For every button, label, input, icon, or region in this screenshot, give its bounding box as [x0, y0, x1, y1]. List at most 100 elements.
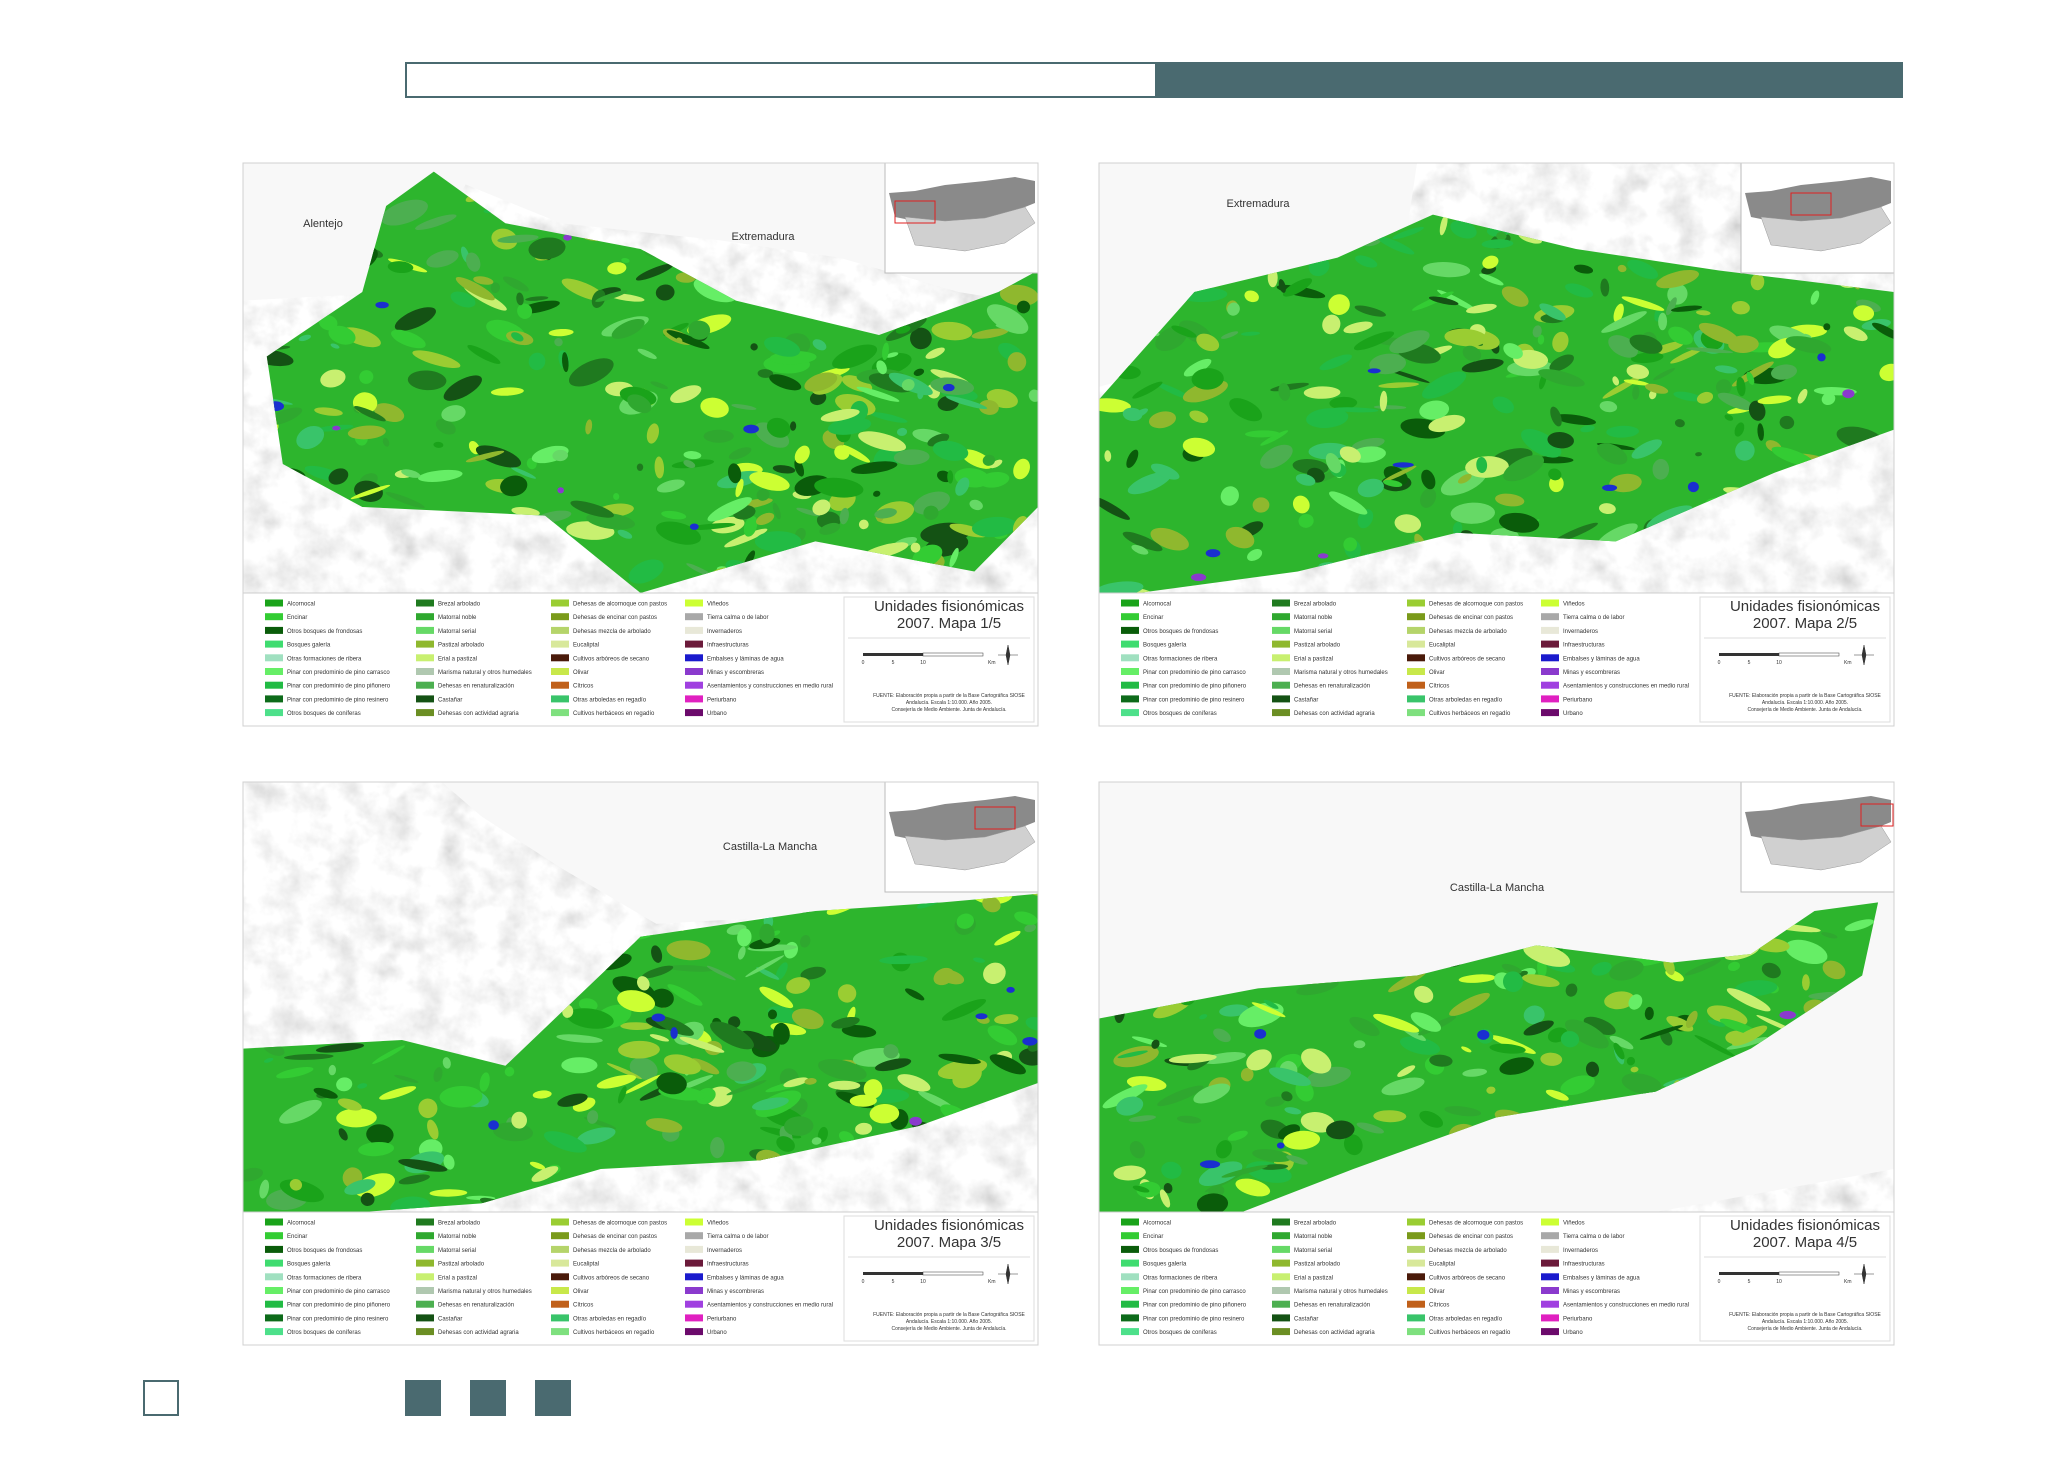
legend-swatch	[1407, 681, 1425, 689]
land-cover-patches	[266, 171, 1038, 593]
patch	[1545, 1089, 1569, 1101]
patch	[938, 969, 965, 985]
patch	[767, 1006, 800, 1023]
inset-extent	[1860, 803, 1894, 827]
patch	[360, 1192, 375, 1207]
patch	[1696, 391, 1714, 404]
legend-label: Olivar	[573, 670, 589, 676]
patch	[1771, 446, 1815, 467]
patch	[949, 547, 959, 568]
scale-bar	[922, 652, 984, 657]
patch	[775, 962, 788, 981]
scale-bar	[922, 1271, 984, 1276]
patch	[955, 477, 970, 496]
patch	[1802, 974, 1810, 991]
scale-label: 0	[1718, 660, 1721, 666]
legend-label: Dehesas en renaturalización	[438, 1303, 514, 1309]
patch	[606, 1063, 642, 1080]
patch	[1419, 400, 1450, 420]
legend-label: Otras formaciones de ribera	[1143, 656, 1218, 662]
patch	[1268, 1067, 1311, 1087]
header-field	[407, 64, 1155, 96]
panel-frame	[1098, 162, 1895, 727]
legend-label: Pastizal arbolado	[438, 643, 485, 649]
legend-swatch	[1121, 1218, 1139, 1226]
patch	[759, 923, 775, 944]
patch	[1155, 382, 1192, 400]
patch	[989, 1054, 1026, 1075]
patch	[1623, 379, 1650, 386]
patch	[1303, 386, 1341, 399]
legend-label: Alcornocal	[1143, 1221, 1171, 1227]
legend-swatch	[551, 1287, 569, 1294]
title-box	[843, 596, 1035, 723]
patch	[776, 1136, 795, 1152]
patch	[1356, 1122, 1385, 1134]
legend-label: Otras arboledas en regadío	[573, 1316, 647, 1322]
legend-swatch	[1272, 695, 1290, 703]
map-title: Unidades fisionómicas	[874, 598, 1024, 615]
patch	[1696, 310, 1711, 316]
legend-swatch	[416, 626, 434, 634]
legend-swatch	[685, 1314, 703, 1322]
north-arrow	[998, 1263, 1018, 1285]
legend-label: Pinar con predominio de pino carrasco	[287, 1289, 390, 1295]
patch	[1428, 296, 1459, 306]
patch	[983, 962, 1006, 984]
patch	[1128, 1115, 1157, 1122]
patch	[1263, 999, 1279, 1009]
patch	[517, 303, 533, 319]
legend-swatch	[1407, 640, 1425, 648]
patch	[876, 360, 887, 375]
legend-swatch	[416, 709, 434, 717]
legend-swatch	[1272, 1314, 1290, 1322]
patch	[800, 966, 826, 980]
patch	[314, 407, 343, 416]
patch	[1306, 408, 1349, 429]
scale-label: Km	[988, 1279, 996, 1285]
patch	[1378, 382, 1420, 388]
patch	[1565, 1019, 1609, 1049]
patch	[279, 1099, 322, 1124]
legend-swatch	[416, 1314, 434, 1322]
legend-label: Bosques galería	[1143, 643, 1187, 649]
title-box	[1699, 596, 1891, 723]
legend-label: Matorral serial	[438, 629, 476, 635]
legend-swatch	[1407, 1287, 1425, 1294]
scale-label: 0	[862, 660, 865, 666]
source-note: FUENTE: Elaboración propia a partir de l…	[1729, 1312, 1881, 1318]
patch	[828, 1080, 861, 1090]
inset-land	[1760, 206, 1892, 252]
water	[670, 1027, 678, 1039]
patch	[566, 1008, 614, 1029]
water	[1276, 1142, 1285, 1149]
patch	[1670, 305, 1703, 312]
patch	[1626, 364, 1650, 379]
scale-bar	[1778, 1271, 1840, 1276]
legend-label: Matorral serial	[438, 1248, 476, 1254]
source-note: Consejería de Medio Ambiente. Junta de A…	[891, 707, 1006, 713]
water	[1392, 462, 1414, 468]
patch	[552, 449, 568, 462]
patch	[1714, 365, 1738, 374]
patch	[511, 332, 524, 342]
legend-swatch	[685, 1328, 703, 1336]
legend-label: Dehesas de alcornoque con pastos	[573, 602, 667, 608]
legend-swatch	[551, 668, 569, 675]
inset-map	[1740, 781, 1895, 893]
panel-frame	[1098, 781, 1895, 1346]
patch	[686, 522, 736, 531]
legend-label: Pinar con predominio de pino piñonero	[287, 1303, 391, 1309]
legend-label: Dehesas de encinar con pastos	[1429, 1234, 1513, 1240]
water	[1602, 484, 1618, 491]
patch	[1099, 495, 1130, 520]
legend-swatch	[416, 1218, 434, 1226]
water	[943, 383, 955, 392]
patch	[1122, 407, 1143, 422]
patch	[401, 469, 421, 478]
patch	[1127, 471, 1172, 495]
patch	[510, 466, 537, 479]
legend-swatch	[265, 695, 283, 703]
map-panel: Castilla-La Mancha Alcornocal Encinar Otros…	[242, 781, 1039, 1346]
patch	[938, 1053, 981, 1065]
